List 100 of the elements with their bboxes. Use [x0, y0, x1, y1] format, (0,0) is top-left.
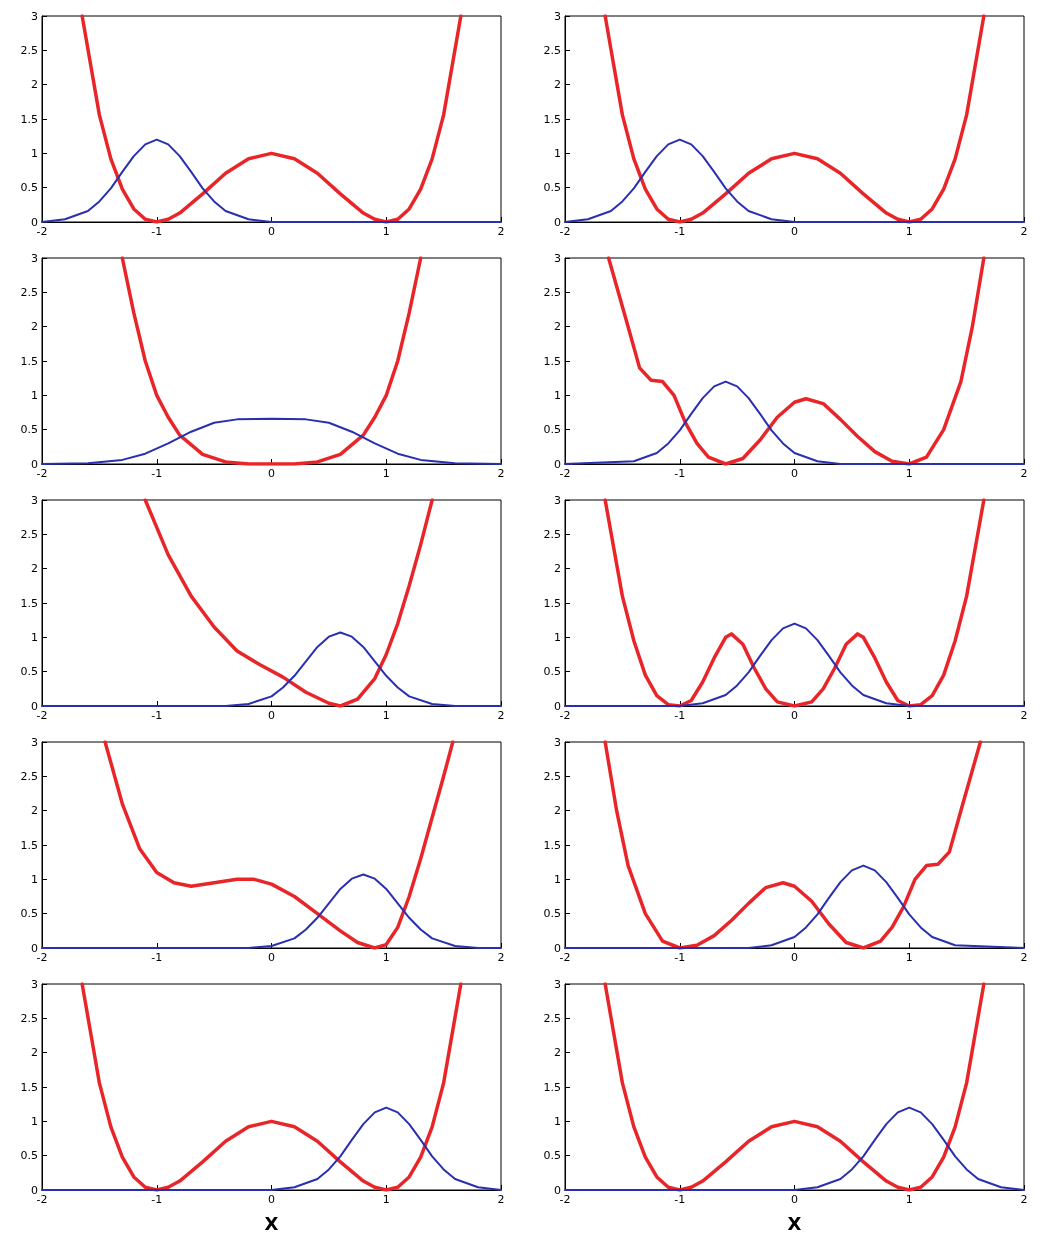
x-tick-label: -1 [151, 225, 163, 238]
y-tick-label: 3 [31, 493, 38, 507]
x-tick-label: 0 [268, 225, 275, 238]
y-tick-label: 3 [31, 977, 38, 991]
y-tick-label: 2 [31, 562, 38, 576]
y-tick-label: 1.5 [543, 112, 561, 126]
y-tick-label: 2.5 [543, 527, 561, 541]
y-tick-label: 3 [554, 977, 561, 991]
x-tick-label: -2 [36, 1193, 48, 1206]
x-tick-label: -1 [151, 709, 163, 722]
x-tick-label: 2 [1020, 1193, 1028, 1206]
y-tick-label: 0.5 [543, 423, 561, 437]
x-tick-label: 1 [382, 709, 390, 722]
x-tick-label: -1 [151, 1193, 163, 1206]
line-series [603, 498, 986, 708]
y-tick-label: 1 [554, 1114, 561, 1128]
x-tick-label: 2 [497, 225, 505, 238]
x-tick-label: 2 [497, 709, 505, 722]
y-tick-label: 3 [554, 493, 561, 507]
y-tick-label: 1 [31, 872, 38, 886]
y-tick-label: 1.5 [20, 112, 38, 126]
x-tick-label: 0 [791, 467, 798, 480]
line-series [603, 740, 983, 950]
y-tick-label: 0 [554, 1183, 561, 1197]
x-tick-label: 1 [905, 225, 913, 238]
x-tick-label: -2 [36, 709, 48, 722]
y-tick-label: 2 [554, 804, 561, 818]
y-tick-label: 0.5 [20, 907, 38, 921]
y-tick-label: 0.5 [20, 181, 38, 195]
x-tick-label: 0 [268, 467, 275, 480]
y-tick-label: 3 [554, 9, 561, 23]
line-series [80, 982, 463, 1192]
y-tick-label: 2.5 [20, 1011, 38, 1025]
x-tick-label: -2 [36, 467, 48, 480]
y-tick-label: 2 [554, 562, 561, 576]
y-tick-label: 0.5 [543, 181, 561, 195]
y-tick-label: 1.5 [543, 1080, 561, 1094]
x-axis-title: X [787, 1212, 802, 1234]
y-tick-label: 3 [31, 251, 38, 265]
x-tick-label: 0 [791, 225, 798, 238]
y-tick-label: 0 [31, 215, 38, 229]
x-axis-title: X [264, 1212, 279, 1234]
y-tick-label: 1.5 [543, 596, 561, 610]
x-tick-label: -1 [151, 951, 163, 964]
x-tick-label: 2 [497, 1193, 505, 1206]
line-series [606, 256, 986, 466]
y-tick-label: 1.5 [20, 1080, 38, 1094]
y-tick-label: 2 [31, 804, 38, 818]
y-tick-label: 2 [31, 78, 38, 92]
x-tick-label: 1 [905, 951, 913, 964]
y-tick-label: 2.5 [543, 769, 561, 783]
x-tick-label: 2 [1020, 225, 1028, 238]
y-tick-label: 0.5 [20, 423, 38, 437]
y-tick-label: 1 [31, 630, 38, 644]
x-tick-label: 2 [1020, 467, 1028, 480]
y-tick-label: 1.5 [20, 596, 38, 610]
y-tick-label: 0.5 [543, 907, 561, 921]
y-tick-label: 1 [31, 1114, 38, 1128]
x-tick-label: 1 [905, 467, 913, 480]
y-tick-label: 1.5 [20, 354, 38, 368]
x-tick-label: 0 [268, 951, 275, 964]
x-tick-label: -2 [36, 951, 48, 964]
y-tick-label: 0 [31, 457, 38, 471]
y-tick-label: 2 [554, 78, 561, 92]
y-tick-label: 2.5 [543, 285, 561, 299]
x-tick-label: -2 [559, 1193, 571, 1206]
y-tick-label: 2.5 [20, 527, 38, 541]
y-tick-label: 0 [31, 1183, 38, 1197]
y-tick-label: 3 [554, 251, 561, 265]
y-tick-label: 1 [31, 388, 38, 402]
x-tick-label: 0 [791, 1193, 798, 1206]
x-tick-label: 1 [382, 225, 390, 238]
y-tick-label: 2 [554, 1046, 561, 1060]
x-tick-label: 1 [382, 1193, 390, 1206]
y-tick-label: 2 [31, 320, 38, 334]
y-tick-label: 2.5 [543, 43, 561, 57]
y-tick-label: 1.5 [543, 838, 561, 852]
y-tick-label: 0.5 [20, 1149, 38, 1163]
y-tick-label: 0 [554, 699, 561, 713]
x-tick-label: 0 [268, 1193, 275, 1206]
y-tick-label: 1 [31, 146, 38, 160]
y-tick-label: 0 [31, 699, 38, 713]
line-series [103, 740, 455, 950]
x-tick-label: -1 [674, 467, 686, 480]
x-tick-label: 2 [497, 467, 505, 480]
y-tick-label: 1 [554, 146, 561, 160]
x-tick-label: 1 [382, 951, 390, 964]
y-tick-label: 3 [31, 735, 38, 749]
x-tick-label: -1 [674, 951, 686, 964]
y-tick-label: 2 [554, 320, 561, 334]
y-tick-label: 0.5 [543, 1149, 561, 1163]
x-tick-label: -2 [559, 467, 571, 480]
x-tick-label: -1 [674, 709, 686, 722]
y-tick-label: 1 [554, 872, 561, 886]
x-tick-label: 1 [382, 467, 390, 480]
x-tick-label: 2 [1020, 709, 1028, 722]
x-tick-label: -1 [151, 467, 163, 480]
x-tick-label: -2 [559, 225, 571, 238]
line-series [80, 14, 463, 224]
y-tick-label: 0 [554, 215, 561, 229]
